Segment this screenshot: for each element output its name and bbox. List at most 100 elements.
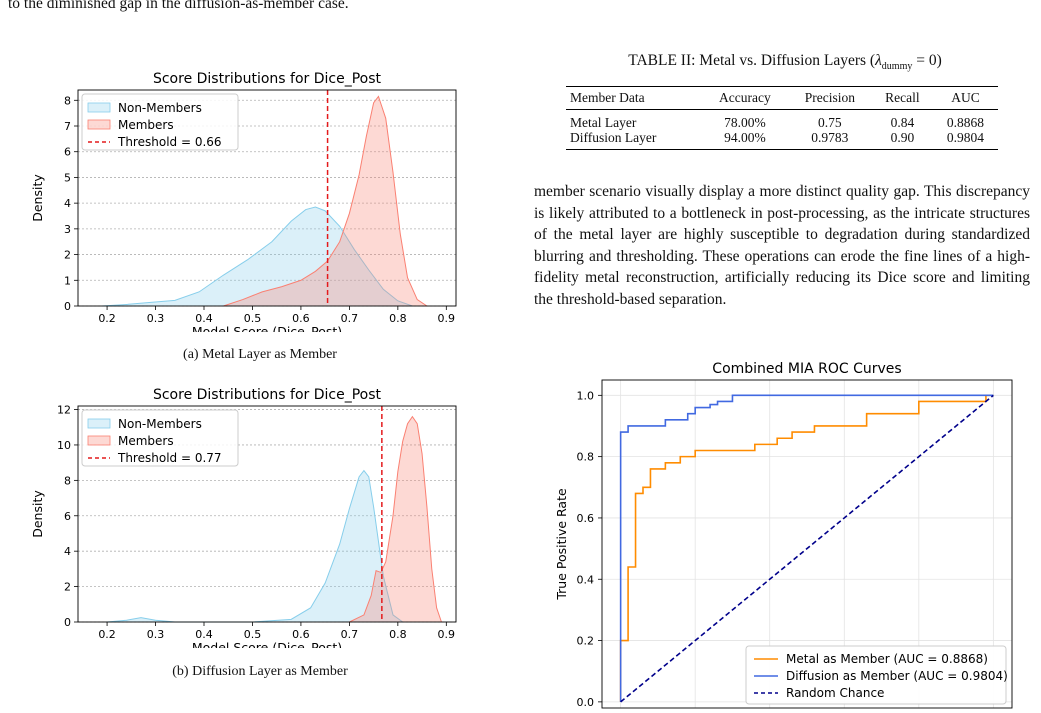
series-line-1	[349, 415, 442, 623]
y-tick-label: 0.8	[577, 451, 595, 464]
series-area-1	[223, 96, 427, 306]
legend-swatch-0	[87, 418, 111, 429]
y-tick-label: 0.0	[577, 696, 595, 709]
legend-label: Threshold = 0.77	[117, 451, 222, 465]
y-tick-label: 4	[64, 545, 71, 558]
table-row: Diffusion Layer 94.00% 0.9783 0.90 0.980…	[566, 130, 998, 150]
y-axis-label: Density	[30, 174, 45, 222]
legend-label: Non-Members	[118, 101, 202, 115]
x-tick-label: 0.8	[389, 628, 407, 641]
y-tick-label: 5	[64, 171, 71, 184]
y-tick-label: 2	[64, 581, 71, 594]
y-axis-label: Density	[30, 490, 45, 538]
y-tick-label: 10	[57, 439, 71, 452]
legend-label: Non-Members	[118, 417, 202, 431]
legend-label: Metal as Member (AUC = 0.8868)	[786, 652, 988, 666]
y-tick-label: 0	[64, 616, 71, 629]
y-tick-label: 1.0	[577, 389, 595, 402]
x-axis-label: Model Score (Dice_Post)	[192, 640, 342, 648]
figure-caption-a: (a) Metal Layer as Member	[183, 347, 337, 362]
table-caption-lambda: λ	[875, 52, 882, 69]
table-caption-prefix: TABLE II: Metal vs. Diffusion Layers (	[628, 52, 876, 69]
results-table: Member Data Accuracy Precision Recall AU…	[566, 86, 998, 150]
table-cell: 0.84	[890, 115, 915, 130]
x-tick-label: 0.2	[98, 628, 116, 641]
table-header: AUC	[932, 86, 998, 110]
x-tick-label: 0.3	[147, 312, 165, 325]
chart-diffusion-layer: Score Distributions for Dice_Post 0 2 4 6 8 10…	[30, 387, 457, 648]
legend-label: Members	[118, 434, 174, 448]
chart-title: Combined MIA ROC Curves	[712, 361, 901, 377]
table-cell: Metal Layer	[570, 115, 637, 130]
x-tick-label: 0.9	[438, 312, 456, 325]
chart-metal-layer: Score Distributions for Dice_Post 0 1 2 3 4 5 6…	[30, 71, 457, 332]
roc-series-2	[620, 394, 994, 703]
x-tick-label: 0.7	[341, 312, 359, 325]
table-header: Accuracy	[701, 86, 788, 110]
legend-box	[81, 409, 239, 467]
body-text-top: to the diminished gap in the diffusion-a…	[8, 0, 349, 12]
series-line-0	[107, 469, 403, 623]
x-tick-label: 0.6	[292, 312, 310, 325]
x-tick-label: 0.6	[292, 628, 310, 641]
x-tick-label: 0.8	[389, 312, 407, 325]
table-cell: 94.00%	[701, 130, 788, 150]
x-tick-label: 0.9	[438, 628, 456, 641]
table-caption-suffix: = 0)	[912, 52, 942, 69]
table-cell: 0.9783	[787, 130, 872, 150]
legend-swatch-1	[87, 435, 111, 446]
y-axis-label: True Positive Rate	[554, 488, 569, 601]
table-cell: 0.9804	[932, 130, 998, 150]
legend-label: Members	[118, 118, 174, 132]
y-tick-label: 6	[64, 510, 71, 523]
plot-frame	[601, 379, 1013, 709]
roc-series-1	[619, 394, 994, 702]
x-tick-label: 0.7	[341, 628, 359, 641]
x-tick-label: 0.4	[195, 628, 213, 641]
x-axis-label: Model Score (Dice_Post)	[192, 324, 342, 332]
y-tick-label: 4	[64, 197, 71, 210]
table-caption: TABLE II: Metal vs. Diffusion Layers (λd…	[540, 52, 1030, 72]
y-tick-label: 0.6	[577, 512, 595, 525]
legend-box	[745, 645, 1007, 705]
legend-label: Threshold = 0.66	[117, 135, 222, 149]
table-header: Recall	[871, 86, 933, 110]
y-tick-label: 3	[64, 223, 71, 236]
series-area-0	[102, 207, 413, 306]
y-tick-label: 8	[64, 94, 71, 107]
table-cell: 0.90	[871, 130, 933, 150]
roc-series-0	[619, 394, 994, 702]
x-tick-label: 0.2	[98, 312, 116, 325]
chart-title: Score Distributions for Dice_Post	[153, 387, 382, 403]
table-header: Member Data	[566, 86, 702, 110]
y-tick-label: 7	[64, 120, 71, 133]
legend-swatch-1	[87, 119, 111, 130]
plot-frame	[77, 89, 457, 307]
series-line-0	[102, 206, 413, 307]
y-tick-label: 2	[64, 249, 71, 262]
y-tick-label: 0	[64, 300, 71, 313]
table-header: Precision	[787, 86, 872, 110]
y-tick-label: 6	[64, 146, 71, 159]
legend-swatch-0	[87, 102, 111, 113]
series-area-0	[107, 470, 403, 622]
table-cell: 0.75	[818, 115, 842, 130]
legend-box	[81, 93, 239, 151]
y-tick-label: 12	[57, 404, 71, 417]
figure-caption-b: (b) Diffusion Layer as Member	[172, 664, 348, 679]
body-paragraph: member scenario visually display a more …	[534, 183, 1030, 308]
table-cell: 0.8868	[946, 115, 985, 130]
legend-label: Random Chance	[786, 686, 884, 700]
table-caption-sub: dummy	[881, 61, 913, 73]
table-cell: 78.00%	[724, 115, 766, 130]
table-cell: Diffusion Layer	[566, 130, 702, 150]
y-tick-label: 1	[64, 274, 71, 287]
table-header-row: Member Data Accuracy Precision Recall AU…	[566, 86, 998, 110]
series-area-1	[349, 416, 442, 622]
x-tick-label: 0.5	[244, 628, 262, 641]
y-tick-label: 0.2	[577, 635, 595, 648]
series-line-1	[223, 95, 428, 307]
table-row: Metal Layer 78.00% 0.75 0.84 0.8868	[566, 110, 998, 131]
y-tick-label: 8	[64, 474, 71, 487]
chart-roc-curves: Combined MIA ROC Curves 0.0 0.2 0.4 0.6 0.8 1.…	[554, 361, 1013, 709]
